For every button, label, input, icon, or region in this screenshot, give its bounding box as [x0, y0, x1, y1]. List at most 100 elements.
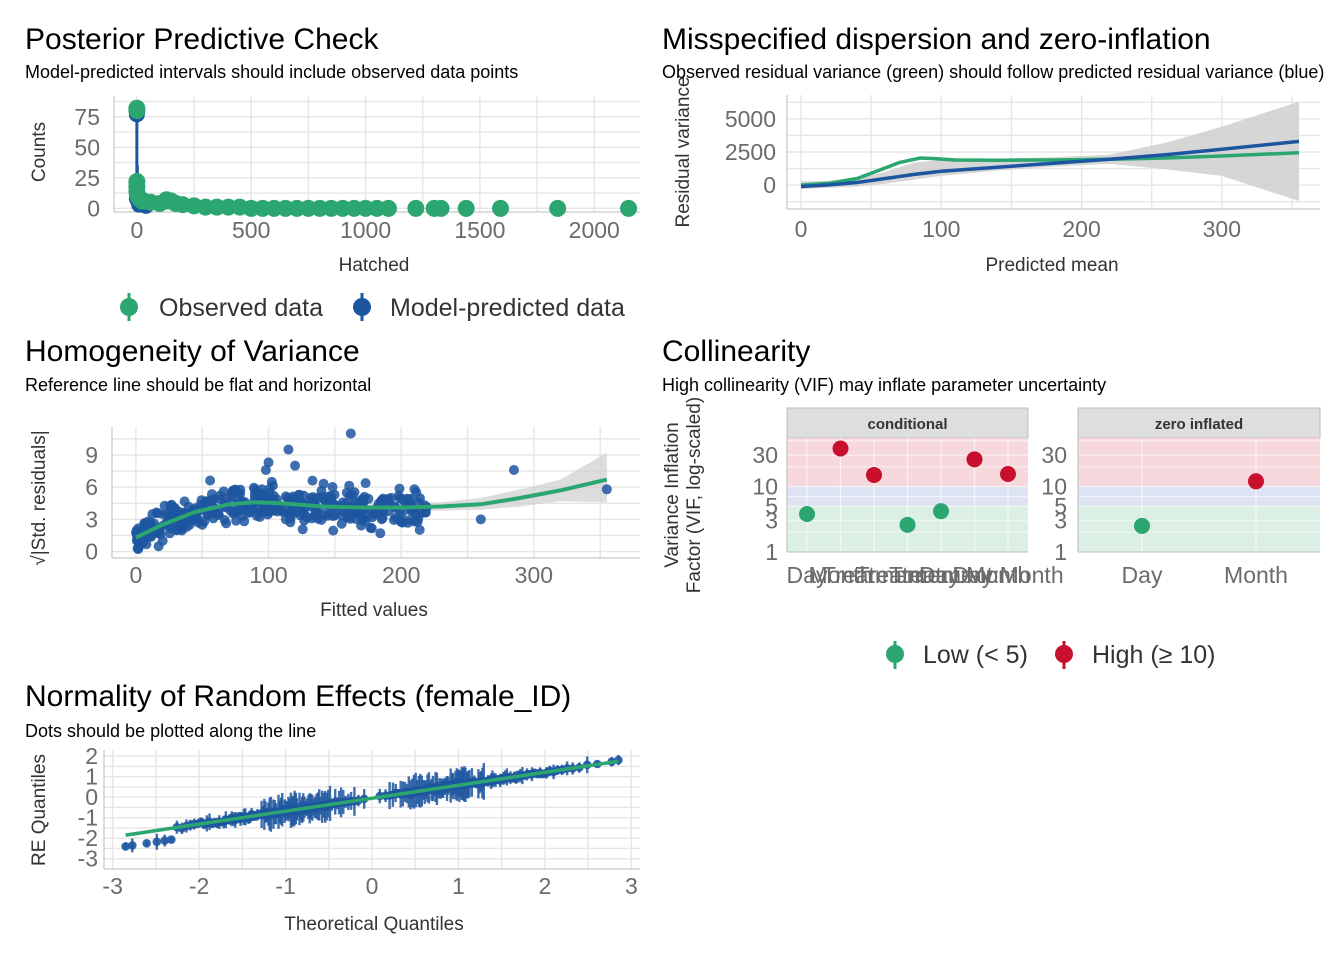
- ppc-panel: Posterior Predictive Check Model-predict…: [25, 23, 640, 322]
- ppc-observed-point-37: [549, 199, 567, 217]
- collin-x-tick-0-2: Treatment: [822, 562, 927, 588]
- homog-point-410: [135, 539, 146, 550]
- homog-x-tick-3: 300: [515, 562, 553, 588]
- ppc-observed-point-34: [432, 199, 450, 217]
- qq-y-tick-0: -3: [78, 846, 98, 872]
- ppc-x-tick-2: 1000: [340, 217, 391, 243]
- homog-extra-point-9: [263, 457, 274, 468]
- collin-strip-0: [786, 407, 1029, 439]
- homog-point-409: [269, 503, 279, 514]
- disp-observed-line: [800, 150, 1300, 187]
- collin-x-tick-0-3: Treatment: [856, 562, 961, 588]
- collin-right-y-tick-2: 5: [1054, 493, 1067, 519]
- homog-y-axis-label: √|Std. residuals|: [29, 430, 50, 565]
- collin-left-y-tick-3: 10: [752, 473, 778, 499]
- qq-point-1: [128, 841, 137, 850]
- disp-tick-labels: 0 100 200 300 0 2500 5000: [725, 106, 1241, 242]
- ppc-observed-dense-59: [245, 202, 253, 210]
- collin-point-0-0: [799, 506, 815, 523]
- qq-x-tick-6: 3: [625, 873, 638, 899]
- ppc-observed-point-31: [379, 199, 397, 217]
- ppc-tick-labels: 0 500 1000 1500 2000 0 25 50 75: [74, 104, 619, 243]
- homog-extra-point-7: [283, 444, 294, 455]
- homog-point-9: [307, 475, 318, 486]
- homog-extra-point-1: [508, 464, 519, 475]
- homog-extra-point-4: [409, 484, 420, 495]
- collin-legend-low-label: Low (< 5): [923, 641, 1028, 669]
- collin-point-0-6: [1000, 466, 1016, 483]
- homog-x-tick-0: 0: [129, 562, 142, 588]
- ppc-y-tick-0: 0: [87, 195, 100, 221]
- qq-title: Normality of Random Effects (female_ID): [25, 680, 571, 713]
- homog-point-345: [226, 490, 237, 501]
- homog-point-361: [344, 480, 355, 491]
- qq-x-axis-label: Theoretical Quantiles: [284, 914, 464, 935]
- homog-point-336: [206, 495, 217, 506]
- ppc-legend: Observed data Model-predicted data: [120, 293, 625, 322]
- ppc-subtitle: Model-predicted intervals should include…: [25, 62, 518, 82]
- ppc-y-axis-label: Counts: [29, 122, 50, 182]
- homog-point-388: [143, 516, 154, 527]
- homog-point-122: [375, 528, 386, 539]
- homog-point-277: [176, 525, 187, 536]
- ppc-x-tick-4: 2000: [569, 217, 620, 243]
- homog-point-350: [231, 515, 242, 526]
- homog-smooth-line: [135, 477, 608, 540]
- disp-x-tick-0: 0: [795, 216, 808, 242]
- homog-y-tick-1: 3: [85, 506, 98, 532]
- homog-point-392: [336, 518, 347, 529]
- homog-title: Homogeneity of Variance: [25, 335, 360, 368]
- ppc-title: Posterior Predictive Check: [25, 23, 379, 56]
- homog-point-389: [249, 488, 260, 499]
- qq-x-tick-1: -2: [189, 873, 209, 899]
- disp-title: Misspecified dispersion and zero-inflati…: [662, 23, 1211, 56]
- collin-point-0-1: [832, 440, 849, 457]
- homog-point-339: [243, 507, 254, 518]
- ppc-observed-point-1: [128, 102, 146, 120]
- homog-point-419: [420, 507, 431, 518]
- homog-x-axis-label: Fitted values: [320, 600, 428, 621]
- collin-band-low-1: [1078, 506, 1320, 552]
- disp-y-tick-2: 5000: [725, 106, 776, 132]
- collin-point-0-4: [933, 503, 949, 520]
- disp-x-tick-1: 100: [922, 216, 960, 242]
- collin-band-high-1: [1078, 438, 1320, 487]
- ppc-y-tick-2: 50: [74, 134, 100, 160]
- homog-data-marks: [131, 428, 612, 555]
- ppc-legend-observed-dot: [120, 298, 138, 316]
- homog-point-302: [153, 541, 164, 552]
- homog-point-311: [297, 524, 308, 535]
- disp-y-axis-label: Residual variance: [673, 76, 694, 227]
- qq-subtitle: Dots should be plotted along the line: [25, 721, 316, 741]
- homog-x-tick-1: 100: [249, 562, 287, 588]
- collin-point-1-0: [1134, 517, 1150, 534]
- homog-point-398: [347, 490, 358, 501]
- ppc-x-tick-1: 500: [232, 217, 270, 243]
- qq-y-axis-label: RE Quantiles: [29, 754, 50, 866]
- homog-x-tick-2: 200: [382, 562, 420, 588]
- homog-y-tick-0: 0: [85, 539, 98, 565]
- homog-point-404: [413, 497, 424, 508]
- homog-y-tick-3: 9: [85, 442, 98, 468]
- collin-x-tick-0-0: Day: [787, 562, 828, 588]
- ppc-y-tick-1: 25: [74, 165, 100, 191]
- collinearity-panel: Collinearity High collinearity (VIF) may…: [662, 335, 1321, 669]
- collin-x-tick-1-0: Day: [1122, 562, 1163, 588]
- homog-extra-point-6: [290, 460, 301, 471]
- ppc-observed-point-36: [491, 199, 509, 217]
- ppc-y-tick-3: 75: [74, 104, 100, 130]
- homog-point-223: [409, 516, 420, 527]
- collin-point-0-5: [966, 451, 983, 468]
- disp-subtitle: Observed residual variance (green) shoul…: [662, 62, 1324, 82]
- disp-data-marks: [800, 101, 1300, 201]
- disp-predicted-ribbon: [801, 101, 1299, 201]
- homog-point-352: [215, 494, 226, 505]
- qq-point-2: [142, 839, 151, 848]
- qq-point-0: [121, 842, 130, 851]
- collin-left-y-tick-1: 3: [765, 508, 778, 534]
- collin-strip-1: [1077, 407, 1321, 439]
- homog-point-201: [327, 482, 338, 492]
- qq-y-tick-4: 1: [85, 764, 98, 790]
